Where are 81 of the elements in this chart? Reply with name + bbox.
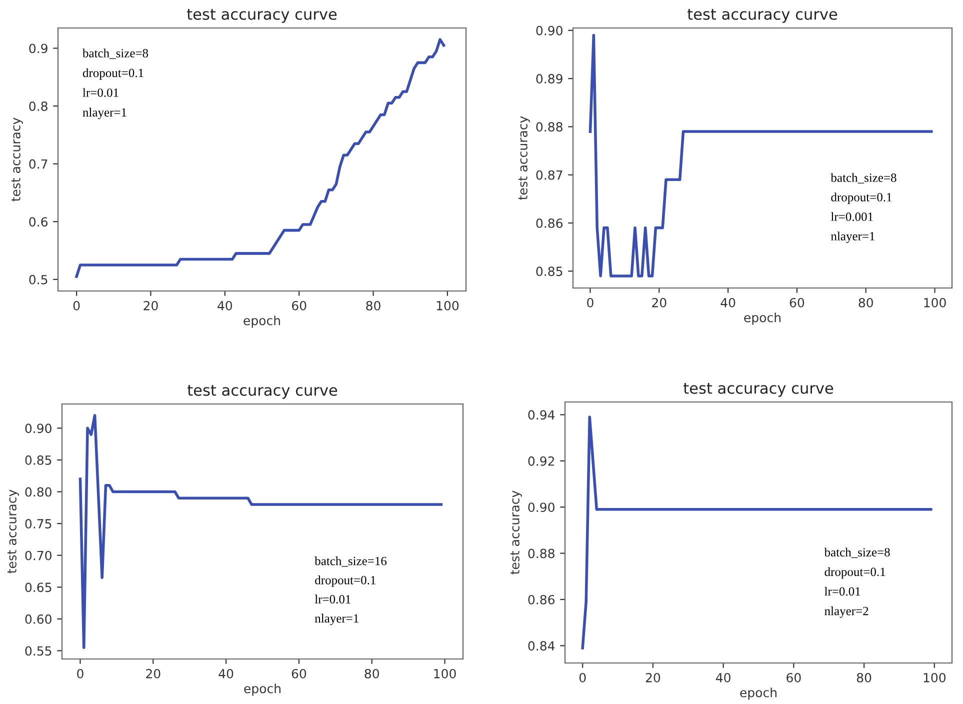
y-tick-label: 0.85: [25, 455, 52, 465]
x-tick-label: 60: [790, 298, 804, 308]
x-axis-title: epoch: [244, 684, 280, 696]
annotation: lr=0.01: [824, 586, 860, 596]
annotation: nlayer=1: [831, 232, 874, 243]
x-tick-label: 60: [786, 672, 801, 682]
y-tick-label: 0.90: [528, 502, 554, 512]
x-tick-label: 80: [858, 298, 873, 308]
y-tick-label: 0.90: [25, 424, 52, 434]
annotation: dropout=0.1: [315, 576, 376, 587]
x-axis-title: epoch: [740, 688, 776, 700]
x-tick-label: 80: [364, 668, 379, 678]
x-tick-label: 20: [646, 672, 660, 682]
chart-title: test accuracy curve: [688, 8, 838, 23]
y-axis-title: test accuracy: [11, 118, 23, 202]
annotation: nlayer=1: [314, 614, 358, 626]
y-tick-label: 0.88: [536, 122, 562, 132]
x-tick-label: 60: [292, 300, 306, 310]
annotation: lr=0.01: [314, 594, 350, 604]
annotation: nlayer=1: [82, 108, 126, 120]
x-tick-label: 60: [292, 668, 306, 678]
x-tick-label: 0: [579, 672, 586, 682]
x-axis-title: epoch: [244, 316, 280, 328]
x-tick-label: 100: [924, 672, 946, 682]
x-tick-label: 80: [366, 300, 380, 310]
y-tick-label: 0.6: [29, 217, 48, 227]
x-tick-label: 40: [716, 672, 730, 682]
y-tick-label: 0.94: [528, 410, 555, 420]
x-tick-label: 100: [436, 300, 459, 310]
annotation: nlayer=2: [824, 606, 868, 618]
y-tick-label: 0.80: [25, 487, 52, 497]
x-tick-label: 0: [587, 298, 594, 308]
chart-title: test accuracy curve: [684, 382, 834, 397]
chart-title: test accuracy curve: [188, 384, 338, 399]
y-axis-title: test accuracy: [518, 116, 530, 200]
x-tick-label: 0: [77, 668, 84, 678]
x-tick-label: 20: [652, 298, 666, 308]
x-tick-label: 100: [434, 668, 456, 678]
y-tick-label: 0.60: [25, 614, 52, 624]
y-tick-label: 0.9: [29, 44, 48, 54]
y-tick-label: 0.65: [25, 582, 52, 592]
annotation: lr=0.001: [830, 212, 873, 221]
y-tick-label: 0.55: [25, 646, 52, 656]
annotation: dropout=0.1: [824, 567, 886, 579]
y-tick-label: 0.7: [29, 159, 48, 169]
line-series: [78, 414, 443, 649]
x-tick-label: 0: [73, 300, 80, 310]
chart-title: test accuracy curve: [187, 8, 337, 23]
line-series: [588, 34, 933, 278]
annotation: batch_size=16: [314, 556, 387, 567]
y-tick-label: 0.88: [528, 548, 554, 558]
x-axis-title: epoch: [744, 312, 780, 325]
y-tick-label: 0.86: [528, 594, 554, 604]
x-tick-label: 20: [146, 668, 160, 678]
annotation: batch_size=8: [830, 173, 896, 184]
y-tick-label: 0.5: [29, 274, 48, 284]
annotation: dropout=0.1: [82, 68, 144, 80]
annotation: batch_size=8: [82, 48, 148, 59]
x-tick-label: 40: [218, 668, 234, 678]
x-tick-label: 40: [218, 300, 232, 310]
line-series: [75, 38, 446, 278]
y-tick-label: 0.85: [536, 266, 562, 276]
x-tick-label: 40: [720, 298, 736, 308]
y-tick-label: 0.70: [25, 550, 52, 560]
y-tick-label: 0.84: [528, 641, 555, 651]
annotation: dropout=0.1: [831, 192, 892, 204]
y-tick-label: 0.90: [536, 26, 562, 36]
y-tick-label: 0.92: [528, 456, 554, 466]
y-axis-title: test accuracy: [510, 490, 522, 574]
y-tick-label: 0.8: [29, 102, 48, 111]
y-tick-label: 0.89: [536, 74, 562, 84]
y-tick-label: 0.87: [536, 170, 562, 180]
x-tick-label: 20: [144, 300, 158, 310]
x-tick-label: 80: [856, 672, 872, 682]
y-tick-label: 0.86: [536, 218, 562, 228]
y-tick-label: 0.75: [25, 519, 52, 528]
line-series: [581, 416, 932, 650]
y-axis-title: test accuracy: [8, 490, 19, 574]
annotation: batch_size=8: [824, 548, 890, 558]
annotation: lr=0.01: [82, 88, 118, 97]
x-tick-label: 100: [924, 298, 946, 308]
